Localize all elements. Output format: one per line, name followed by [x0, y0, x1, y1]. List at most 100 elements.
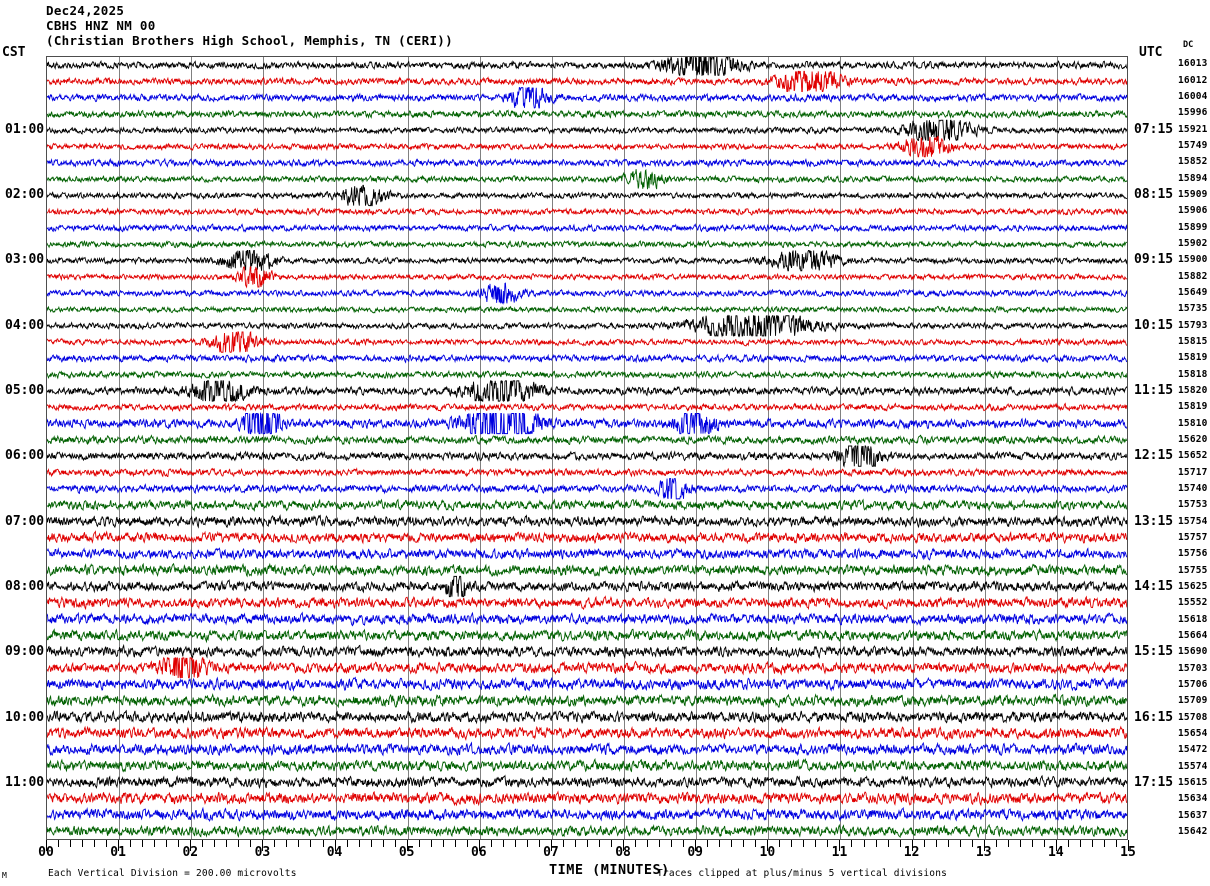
utc-hour-label-09:15: 09:15	[1134, 252, 1174, 268]
seismic-trace-row-16	[47, 306, 1127, 312]
x-tick-minor	[803, 840, 804, 847]
grid-line-minute-05	[408, 57, 409, 839]
grid-line-minute-08	[624, 57, 625, 839]
dc-value-row-29: 15754	[1178, 515, 1208, 527]
x-tick-minor	[1104, 840, 1105, 847]
dc-value-row-24: 15620	[1178, 433, 1208, 445]
x-tick-minor	[142, 840, 143, 847]
dc-value-row-38: 15703	[1178, 662, 1208, 674]
x-tick-major-07	[551, 840, 552, 851]
seismic-trace-row-31	[47, 548, 1127, 560]
dc-column-label: DC	[1183, 40, 1194, 50]
x-tick-minor	[936, 840, 937, 847]
x-tick-minor	[755, 840, 756, 847]
x-tick-major-15	[1128, 840, 1129, 851]
seismic-trace-row-30	[47, 532, 1127, 544]
x-tick-minor	[166, 840, 167, 847]
header-station-code: CBHS HNZ NM 00	[46, 18, 156, 33]
dc-value-row-22: 15819	[1178, 401, 1208, 413]
dc-value-row-07: 15852	[1178, 156, 1208, 168]
seismic-trace-row-43	[47, 743, 1127, 756]
x-tick-minor	[443, 840, 444, 847]
dc-value-row-10: 15906	[1178, 205, 1208, 217]
trace-lines	[47, 57, 1127, 839]
x-tick-major-03	[262, 840, 263, 851]
x-tick-major-10	[767, 840, 768, 851]
dc-value-row-06: 15749	[1178, 139, 1208, 151]
cst-hour-label-06:00: 06:00	[5, 448, 45, 464]
x-tick-minor	[683, 840, 684, 847]
x-tick-minor	[948, 840, 949, 847]
seismic-trace-row-04	[47, 110, 1127, 118]
x-tick-minor	[82, 840, 83, 847]
utc-hour-label-14:15: 14:15	[1134, 578, 1174, 594]
x-tick-minor	[238, 840, 239, 847]
seismic-trace-row-11	[47, 224, 1127, 232]
x-tick-minor	[226, 840, 227, 847]
seismic-trace-row-10	[47, 208, 1127, 215]
seismic-trace-row-33	[47, 576, 1127, 596]
x-tick-minor	[359, 840, 360, 847]
dc-value-row-47: 15637	[1178, 809, 1208, 821]
dc-value-row-11: 15899	[1178, 221, 1208, 233]
dc-value-row-02: 16012	[1178, 74, 1208, 86]
x-tick-minor	[1032, 840, 1033, 847]
utc-hour-label-15:15: 15:15	[1134, 644, 1174, 660]
utc-hour-label-13:15: 13:15	[1134, 513, 1174, 529]
dc-value-row-26: 15717	[1178, 466, 1208, 478]
x-tick-minor	[310, 840, 311, 847]
x-tick-minor	[214, 840, 215, 847]
left-timezone-label: CST	[2, 45, 26, 60]
x-tick-minor	[298, 840, 299, 847]
x-tick-label-10: 10	[759, 845, 776, 860]
dc-value-row-12: 15902	[1178, 237, 1208, 249]
x-tick-minor	[1068, 840, 1069, 847]
x-tick-minor	[719, 840, 720, 847]
x-tick-minor	[827, 840, 828, 847]
grid-line-minute-03	[263, 57, 264, 839]
x-tick-minor	[250, 840, 251, 847]
cst-hour-label-04:00: 04:00	[5, 317, 45, 333]
x-tick-label-09: 09	[687, 845, 704, 860]
dc-value-row-40: 15709	[1178, 695, 1208, 707]
seismic-trace-row-28	[47, 500, 1127, 511]
x-tick-minor	[467, 840, 468, 847]
x-tick-minor	[395, 840, 396, 847]
x-tick-minor	[1116, 840, 1117, 847]
x-tick-minor	[587, 840, 588, 847]
dc-value-row-27: 15740	[1178, 482, 1208, 494]
x-tick-major-12	[912, 840, 913, 851]
cst-hour-label-02:00: 02:00	[5, 186, 45, 202]
dc-value-row-19: 15819	[1178, 352, 1208, 364]
seismic-trace-row-09	[47, 185, 1127, 205]
seismic-trace-row-08	[47, 169, 1127, 189]
x-tick-major-05	[407, 840, 408, 851]
utc-hour-label-07:15: 07:15	[1134, 121, 1174, 137]
x-tick-minor	[371, 840, 372, 847]
dc-value-row-35: 15618	[1178, 613, 1208, 625]
dc-value-row-09: 15909	[1178, 188, 1208, 200]
dc-value-row-43: 15472	[1178, 744, 1208, 756]
x-tick-label-13: 13	[975, 845, 992, 860]
header-date: Dec24,2025	[46, 3, 125, 18]
x-tick-minor	[491, 840, 492, 847]
x-tick-major-00	[46, 840, 47, 851]
seismic-trace-row-07	[47, 159, 1127, 167]
dc-value-row-41: 15708	[1178, 711, 1208, 723]
dc-value-row-04: 15996	[1178, 107, 1208, 119]
x-tick-major-04	[335, 840, 336, 851]
seismic-trace-row-37	[47, 645, 1127, 657]
x-tick-label-15: 15	[1120, 845, 1136, 860]
seismic-trace-row-25	[47, 446, 1127, 466]
dc-value-row-05: 15921	[1178, 123, 1208, 135]
seismogram-plot-area[interactable]	[46, 56, 1128, 840]
seismic-trace-row-32	[47, 564, 1127, 576]
x-tick-minor	[743, 840, 744, 847]
x-tick-minor	[563, 840, 564, 847]
x-tick-minor	[383, 840, 384, 847]
seismic-trace-row-29	[47, 515, 1127, 527]
x-tick-minor	[864, 840, 865, 847]
x-tick-minor	[791, 840, 792, 847]
x-tick-major-09	[695, 840, 696, 851]
x-tick-minor	[972, 840, 973, 847]
